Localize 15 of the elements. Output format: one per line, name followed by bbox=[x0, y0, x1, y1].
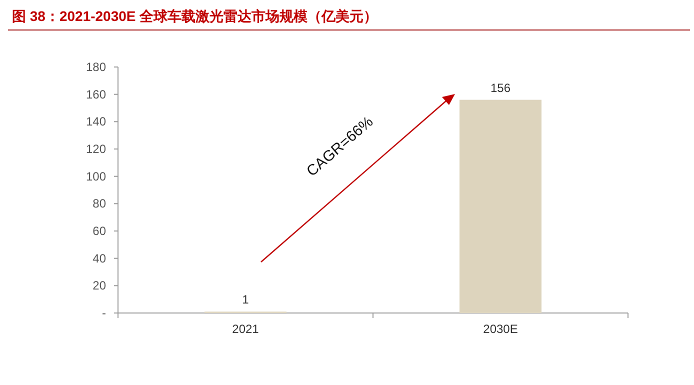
y-tick-label: 40 bbox=[92, 251, 106, 266]
y-tick-label: 80 bbox=[92, 196, 106, 211]
data-label: 156 bbox=[490, 80, 511, 95]
y-tick-label: 180 bbox=[86, 60, 106, 74]
y-tick-label: 60 bbox=[92, 224, 106, 238]
y-tick-label: 140 bbox=[86, 114, 106, 129]
x-tick-label: 2021 bbox=[232, 322, 260, 336]
y-tick-label: 120 bbox=[86, 142, 106, 156]
chart-title: 图 38：2021-2030E 全球车载激光雷达市场规模（亿美元） bbox=[12, 8, 378, 24]
data-label: 1 bbox=[242, 292, 250, 307]
y-tick-label: 20 bbox=[92, 278, 106, 293]
x-tick-label: 2030E bbox=[483, 322, 518, 336]
y-tick-label: 100 bbox=[86, 169, 106, 184]
y-tick-label: - bbox=[102, 306, 106, 320]
y-tick-label: 160 bbox=[86, 87, 106, 102]
